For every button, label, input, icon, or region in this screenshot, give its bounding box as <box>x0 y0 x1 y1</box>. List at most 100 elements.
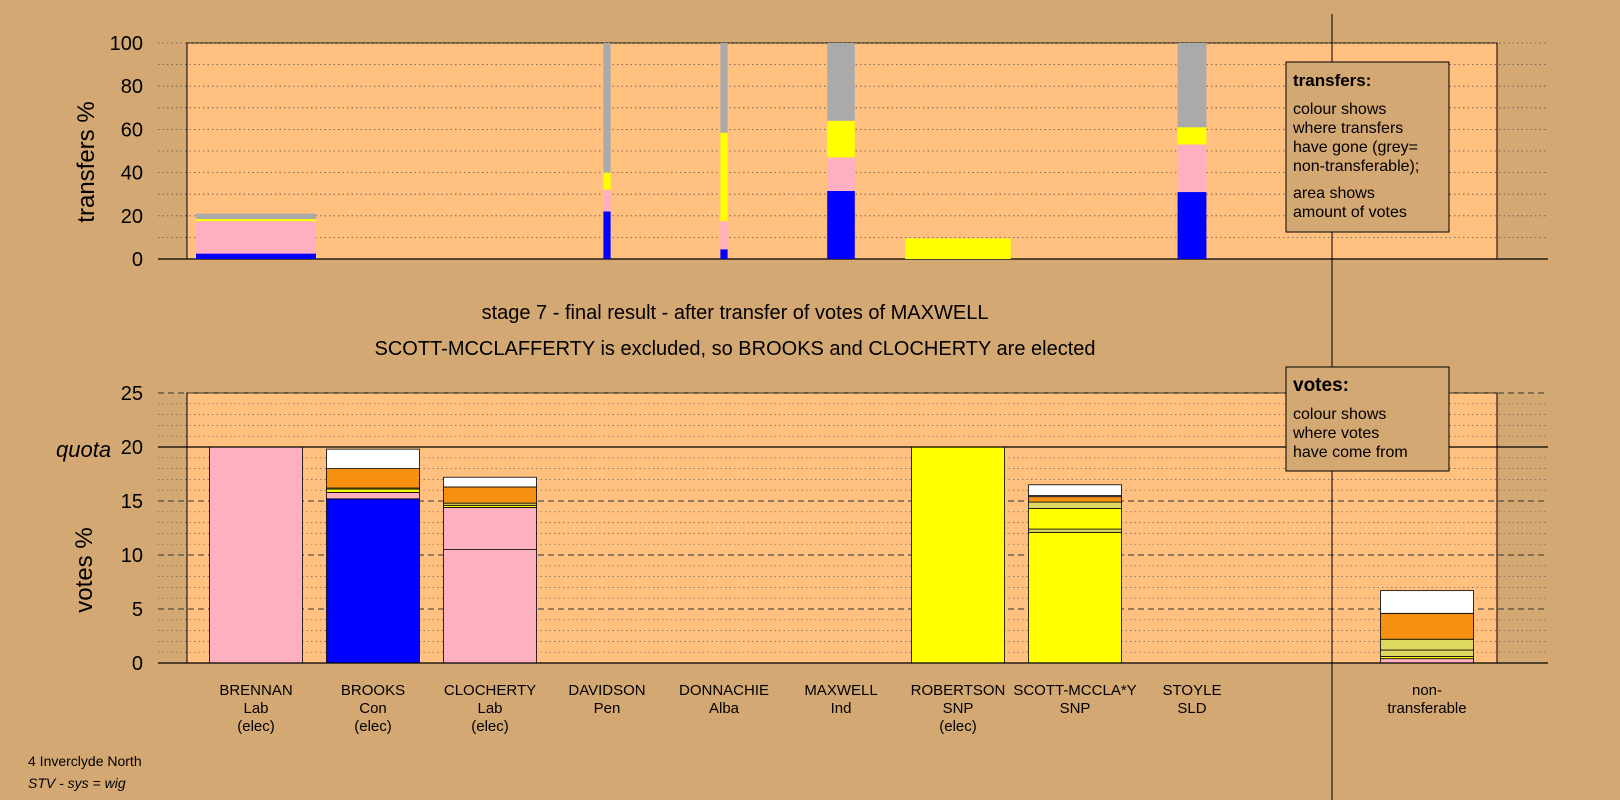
candidate-label: CLOCHERTY <box>444 682 536 699</box>
transfer-segment <box>603 43 611 173</box>
transfer-segment <box>196 219 316 222</box>
vote-segment <box>911 446 1005 664</box>
transfers-panel: 0 20 40 60 80 100 transfers % <box>73 33 1548 271</box>
candidate-label: (elec) <box>237 718 275 735</box>
transfer-segment <box>1177 127 1207 145</box>
candidate-label: SNP <box>943 700 974 717</box>
transfer-segment <box>827 157 855 191</box>
nontransferable-label: transferable <box>1387 700 1466 717</box>
transfer-segment <box>827 190 855 259</box>
vote-segment <box>1028 528 1122 533</box>
vote-segment <box>1380 649 1474 657</box>
vote-segment <box>443 549 537 664</box>
candidate-label: Lab <box>243 700 268 717</box>
transfers-legend: transfers: colour shows where transfers … <box>1285 61 1450 233</box>
votes-legend-title: votes: <box>1293 375 1349 396</box>
transfer-segment <box>1177 43 1207 128</box>
votes-legend-line: have come from <box>1293 444 1408 461</box>
vote-segment <box>326 488 420 493</box>
vote-segment <box>1380 590 1474 614</box>
vote-segment <box>1028 496 1122 503</box>
transfer-segment <box>603 189 611 212</box>
candidate-label: (elec) <box>471 718 509 735</box>
transfers-y-axis-label: transfers % <box>73 101 100 222</box>
y-tick-label: 20 <box>121 206 143 228</box>
stage-heading: stage 7 - final result - after transfer … <box>482 302 989 324</box>
constituency-label: 4 Inverclyde North <box>28 753 142 769</box>
y-tick-label: 15 <box>121 491 143 513</box>
transfers-legend-line: have gone (grey= <box>1293 139 1418 156</box>
votes-y-axis-label: votes % <box>71 527 98 612</box>
y-tick-label: 5 <box>132 599 143 621</box>
transfer-segment <box>720 221 728 250</box>
transfer-segment <box>720 249 728 259</box>
transfers-legend-line: non-transferable); <box>1293 158 1419 175</box>
y-tick-label: 0 <box>132 249 143 271</box>
candidate-label: Con <box>359 700 387 717</box>
candidate-label: (elec) <box>939 718 977 735</box>
candidate-label: (elec) <box>354 718 392 735</box>
votes-y-ticks: 0 5 10 15 20 25 <box>121 383 143 675</box>
candidate-label: MAXWELL <box>804 682 877 699</box>
vote-segment <box>1028 501 1122 509</box>
y-tick-label: 20 <box>121 437 143 459</box>
transfers-legend-box <box>1285 61 1450 233</box>
y-tick-label: 60 <box>121 119 143 141</box>
y-tick-label: 25 <box>121 383 143 405</box>
transfer-segment <box>827 43 855 121</box>
vote-segment <box>443 507 537 551</box>
transfers-legend-title: transfers: <box>1293 71 1371 90</box>
candidate-label: DAVIDSON <box>568 682 645 699</box>
vote-segment <box>326 498 420 664</box>
candidate-label: Pen <box>594 700 621 717</box>
y-tick-label: 40 <box>121 163 143 185</box>
vote-segment <box>1380 638 1474 651</box>
transfer-segment <box>827 120 855 158</box>
transfers-legend-line: area shows <box>1293 185 1375 202</box>
votes-legend-box <box>1285 366 1450 472</box>
candidate-label: BROOKS <box>341 682 405 699</box>
votes-legend: votes: colour shows where votes have com… <box>1285 366 1450 472</box>
candidate-labels: BRENNANLab(elec)BROOKSCon(elec)CLOCHERTY… <box>219 682 1466 735</box>
transfers-legend-line: colour shows <box>1293 101 1386 118</box>
transfer-segment <box>905 238 1011 259</box>
vote-segment <box>326 491 420 500</box>
votes-legend-line: where votes <box>1292 425 1379 442</box>
y-tick-label: 0 <box>132 653 143 675</box>
transfers-bars <box>196 43 1207 259</box>
votes-legend-line: colour shows <box>1293 406 1386 423</box>
transfer-segment <box>196 213 316 220</box>
candidate-label: SCOTT-MCCLA*Y <box>1013 682 1136 699</box>
transfer-segment <box>1177 144 1207 193</box>
vote-segment <box>209 446 303 664</box>
candidate-label: Ind <box>831 700 852 717</box>
votes-bars <box>158 446 1548 664</box>
transfer-segment <box>720 132 728 222</box>
y-tick-label: 100 <box>110 33 143 55</box>
candidate-label: SLD <box>1177 700 1206 717</box>
transfers-y-ticks: 0 20 40 60 80 100 <box>110 33 143 271</box>
transfer-segment <box>720 43 728 133</box>
vote-segment <box>443 476 537 488</box>
candidate-label: Alba <box>709 700 740 717</box>
vote-segment <box>326 448 420 470</box>
transfer-segment <box>603 172 611 190</box>
candidate-label: STOYLE <box>1163 682 1222 699</box>
result-heading: SCOTT-MCCLAFFERTY is excluded, so BROOKS… <box>375 338 1096 360</box>
y-tick-label: 80 <box>121 76 143 98</box>
candidate-label: SNP <box>1060 700 1091 717</box>
candidate-label: BRENNAN <box>219 682 292 699</box>
vote-segment <box>1028 508 1122 530</box>
transfer-segment <box>603 211 611 259</box>
transfers-legend-line: amount of votes <box>1293 204 1407 221</box>
transfer-segment <box>196 253 316 259</box>
quota-label: quota <box>56 437 111 462</box>
vote-segment <box>326 468 420 489</box>
vote-segment <box>1028 484 1122 496</box>
candidate-label: DONNACHIE <box>679 682 769 699</box>
system-label: STV - sys = wig <box>28 775 126 791</box>
nontransferable-label: non- <box>1412 682 1442 699</box>
transfers-legend-line: where transfers <box>1292 120 1403 137</box>
transfer-segment <box>1177 192 1207 259</box>
